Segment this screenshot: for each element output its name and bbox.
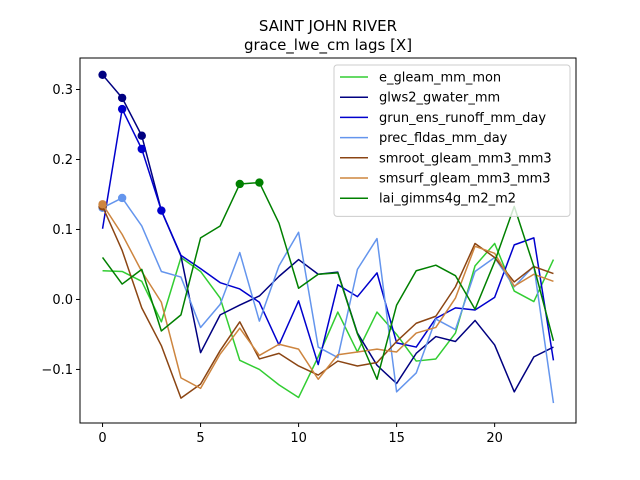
legend-label-lai_gimms4g_m2_m2: lai_gimms4g_m2_m2 [379, 192, 516, 207]
series-point-glws2_gwater_mm-2 [137, 131, 146, 140]
series-point-glws2_gwater_mm-1 [117, 93, 127, 103]
legend-label-e_gleam_mm_mon: e_gleam_mm_mon [379, 71, 501, 86]
x-tick-label: 10 [290, 431, 307, 446]
plot-frame [79, 57, 577, 424]
series-line-smsurf_gleam_mm3_mm3 [101, 203, 554, 390]
x-tick-label: 0 [98, 431, 106, 446]
y-tick-label: 0.0 [52, 293, 73, 308]
series-line-grun_ens_runoff_mm_day [101, 108, 555, 366]
series-point-lai_gimms4g_m2_m2-7 [235, 179, 244, 189]
y-tick-label: 0.1 [52, 223, 73, 238]
series-line-lai_gimms4g_m2_m2 [101, 181, 555, 381]
legend-label-smsurf_gleam_mm3_mm3: smsurf_gleam_mm3_mm3 [379, 172, 551, 187]
series-line-prec_fldas_mm_day [102, 197, 555, 404]
x-tick-label: 5 [196, 431, 204, 446]
axes-layer: 0 5 10 15 20 −0.1 0.0 0.1 0.2 0.3 [41, 83, 502, 446]
series-point-lai_gimms4g_m2_m2-8 [255, 178, 264, 187]
legend-label-prec_fldas_mm_day: prec_fldas_mm_day [379, 131, 508, 146]
series-layer [98, 70, 555, 404]
series-point-grun_ens_runoff_mm_day-2 [137, 144, 146, 154]
legend: e_gleam_mm_mon glws2_gwater_mm grun_ens_ru… [333, 64, 571, 217]
chart-title: SAINT JOHN RIVER [259, 17, 397, 35]
series-point-grun_ens_runoff_mm_day-3 [157, 206, 166, 215]
series-point-grun_ens_runoff_mm_day-1 [117, 104, 127, 114]
y-tick-label: −0.1 [41, 363, 73, 378]
series-point-glws2_gwater_mm-0 [98, 70, 107, 79]
series-line-e_gleam_mm_mon [102, 242, 555, 399]
x-tick-label: 15 [388, 431, 405, 446]
y-tick-label: 0.2 [52, 153, 73, 168]
legend-label-grun_ens_runoff_mm_day: grun_ens_runoff_mm_day [379, 111, 546, 126]
y-tick-label: 0.3 [52, 83, 73, 98]
legend-label-smroot_gleam_mm3_mm3: smroot_gleam_mm3_mm3 [379, 151, 552, 166]
legend-frame [333, 64, 571, 217]
legend-label-glws2_gwater_mm: glws2_gwater_mm [379, 91, 500, 106]
series-point-prec_fldas_mm_day-1 [117, 193, 127, 203]
chart-subtitle: grace_lwe_cm lags [X] [244, 36, 412, 55]
x-tick-label: 20 [486, 431, 503, 446]
series-point-smsurf_gleam_mm3_mm3-0 [98, 200, 107, 209]
